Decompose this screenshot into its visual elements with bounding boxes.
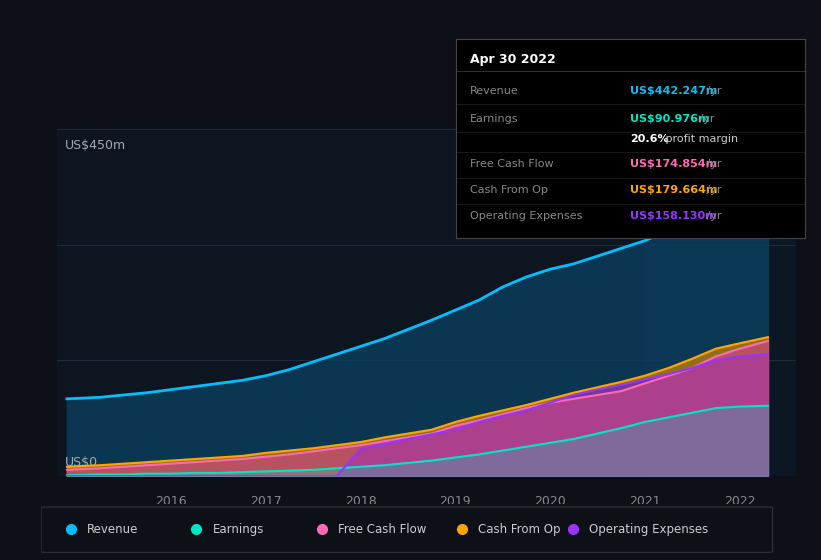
Text: 2020: 2020 [534,496,566,508]
Text: 2017: 2017 [250,496,282,508]
Text: /yr: /yr [696,114,715,124]
Text: Free Cash Flow: Free Cash Flow [470,160,553,170]
Text: US$450m: US$450m [65,139,126,152]
Text: 2022: 2022 [724,496,755,508]
Text: /yr: /yr [703,86,722,96]
Text: /yr: /yr [703,160,722,170]
Text: US$0: US$0 [65,456,98,469]
Text: Earnings: Earnings [470,114,518,124]
Text: profit margin: profit margin [662,134,737,143]
Text: US$442.247m: US$442.247m [631,86,718,96]
Text: US$90.976m: US$90.976m [631,114,709,124]
Bar [644,129,796,476]
Text: 20.6%: 20.6% [631,134,669,143]
Text: Revenue: Revenue [470,86,518,96]
Text: 2021: 2021 [629,496,661,508]
Text: Cash From Op: Cash From Op [470,185,548,195]
Text: Free Cash Flow: Free Cash Flow [338,522,426,536]
Text: Cash From Op: Cash From Op [479,522,561,536]
Text: 2016: 2016 [155,496,187,508]
Text: 2018: 2018 [345,496,377,508]
Text: Earnings: Earnings [213,522,264,536]
Text: US$158.130m: US$158.130m [631,211,717,221]
Text: Apr 30 2022: Apr 30 2022 [470,53,555,66]
Text: 2019: 2019 [439,496,471,508]
Text: Operating Expenses: Operating Expenses [470,211,582,221]
Text: Operating Expenses: Operating Expenses [589,522,709,536]
Text: US$174.854m: US$174.854m [631,160,718,170]
Text: US$179.664m: US$179.664m [631,185,718,195]
Text: Revenue: Revenue [87,522,138,536]
Text: /yr: /yr [703,185,722,195]
Text: /yr: /yr [703,211,722,221]
